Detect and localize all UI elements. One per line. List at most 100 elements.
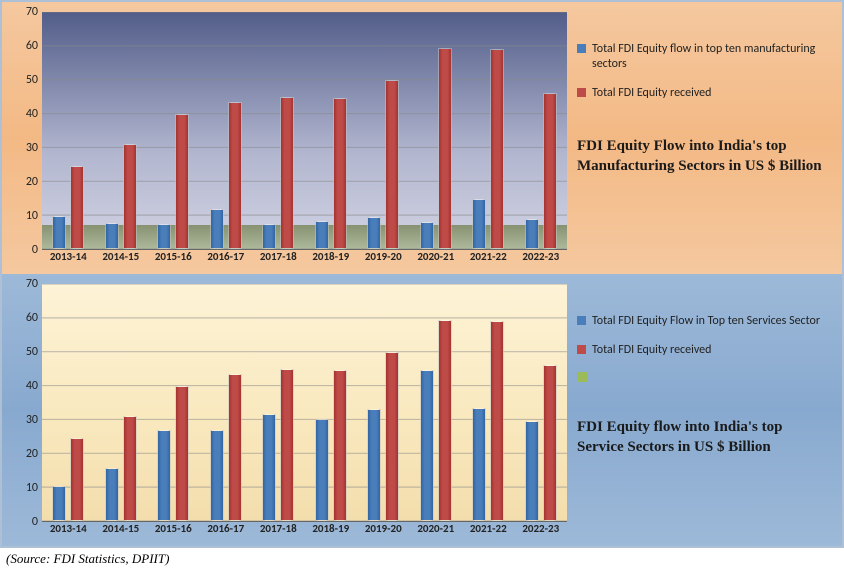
x-tick-label: 2016-17 [200,250,253,268]
bar-blue [210,209,224,249]
bars-top [42,12,567,249]
source-citation: (Source: FDI Statistics, DPIIT) [0,548,844,570]
bar-blue [105,468,119,521]
bar-red [490,321,504,521]
bar-red [280,97,294,249]
x-tick-label: 2018-19 [305,522,358,540]
y-tick-label: 40 [26,107,38,121]
figure-container: 010203040506070 2013-142014-152015-16201… [0,0,844,548]
x-axis-bottom: 2013-142014-152015-162016-172017-182018-… [42,522,567,540]
legend-swatch [577,44,586,53]
y-tick-label: 10 [26,481,38,495]
bar-blue [262,224,276,249]
bar-group [305,12,358,249]
chart-manufacturing: 010203040506070 2013-142014-152015-16201… [12,12,567,268]
x-tick-label: 2017-18 [252,522,305,540]
panel-manufacturing: 010203040506070 2013-142014-152015-16201… [2,2,842,274]
bar-group [147,12,200,249]
bar-red [333,98,347,249]
bar-blue [367,409,381,521]
x-tick-label: 2014-15 [95,250,148,268]
bar-group [305,284,358,521]
y-tick-label: 70 [26,5,38,19]
bar-blue [52,216,66,249]
bar-group [515,284,568,521]
x-tick-label: 2020-21 [410,250,463,268]
x-tick-label: 2015-16 [147,250,200,268]
bar-group [42,12,95,249]
bar-red [70,166,84,249]
bar-blue [367,217,381,249]
x-tick-label: 2017-18 [252,250,305,268]
bar-blue [420,222,434,249]
legend-item: Total FDI Equity flow in top ten manufac… [577,42,832,72]
y-tick-label: 10 [26,209,38,223]
y-tick-label: 20 [26,175,38,189]
bar-red [490,49,504,249]
x-tick-label: 2021-22 [462,522,515,540]
bar-red [385,80,399,249]
panel-services: 010203040506070 2013-142014-152015-16201… [2,274,842,546]
y-tick-label: 20 [26,447,38,461]
bar-group [42,284,95,521]
x-tick-label: 2015-16 [147,522,200,540]
y-tick-label: 50 [26,73,38,87]
bar-red [438,320,452,521]
legend-swatch [577,88,586,97]
chart-title-top: FDI Equity Flow into India's top Manufac… [577,137,832,176]
chart-services: 010203040506070 2013-142014-152015-16201… [12,284,567,540]
bar-red [385,352,399,521]
bar-red [543,93,557,249]
x-tick-label: 2019-20 [357,250,410,268]
y-tick-label: 30 [26,413,38,427]
bar-group [252,12,305,249]
bar-red [123,144,137,249]
bar-blue [472,408,486,521]
y-tick-label: 60 [26,39,38,53]
x-tick-label: 2013-14 [42,522,95,540]
legend-swatch [577,316,586,325]
y-tick-label: 0 [32,243,38,257]
legend-item: Total FDI Equity Flow in Top ten Service… [577,314,832,329]
bar-blue [420,370,434,521]
bar-group [95,284,148,521]
bar-red [543,365,557,521]
bar-blue [315,419,329,521]
y-axis-bottom: 010203040506070 [12,284,42,522]
bar-red [280,369,294,521]
side-panel-top: Total FDI Equity flow in top ten manufac… [567,12,832,268]
x-tick-label: 2014-15 [95,522,148,540]
bar-blue [472,199,486,249]
legend-item: Total FDI Equity received [577,86,832,101]
side-panel-bottom: Total FDI Equity Flow in Top ten Service… [567,284,832,540]
legend-label: Total FDI Equity flow in top ten manufac… [592,42,832,72]
bar-blue [157,224,171,249]
stray-marker [577,372,832,382]
bar-blue [157,430,171,521]
x-tick-label: 2013-14 [42,250,95,268]
bar-blue [210,430,224,521]
legend-item: Total FDI Equity received [577,343,832,358]
bar-group [357,12,410,249]
x-tick-label: 2021-22 [462,250,515,268]
bar-group [462,284,515,521]
y-axis-top: 010203040506070 [12,12,42,250]
legend-swatch [577,345,586,354]
bar-blue [525,421,539,521]
x-tick-label: 2016-17 [200,522,253,540]
y-tick-label: 50 [26,345,38,359]
bar-red [333,370,347,521]
y-tick-label: 0 [32,515,38,529]
y-tick-label: 40 [26,379,38,393]
plot-area-top [42,12,567,250]
x-tick-label: 2022-23 [515,250,568,268]
bar-blue [52,486,66,521]
y-tick-label: 70 [26,277,38,291]
bar-blue [315,221,329,249]
x-tick-label: 2020-21 [410,522,463,540]
y-tick-label: 30 [26,141,38,155]
bar-group [147,284,200,521]
bar-blue [262,414,276,521]
bar-blue [525,219,539,249]
bar-red [123,416,137,521]
